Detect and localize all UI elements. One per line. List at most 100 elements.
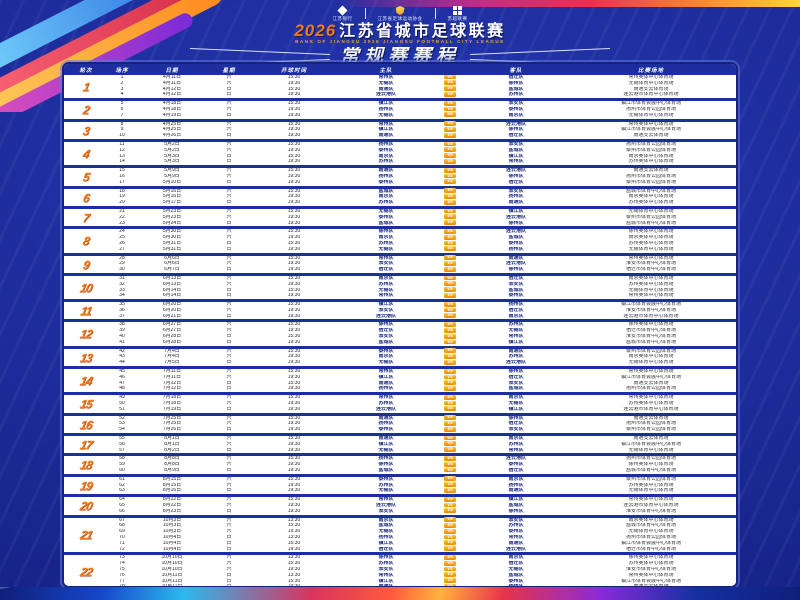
match-date-cell: 5月9日 bbox=[164, 173, 180, 179]
away-team-cell: 苏州队 bbox=[508, 92, 524, 98]
home-team-cell: 无锡队 bbox=[378, 246, 394, 252]
vs-badge: VS bbox=[443, 167, 457, 173]
vs-badge: VS bbox=[443, 566, 457, 572]
round-block: 8 24 5月30日六 15:30 徐州队 VS 连云港队 徐州奥体中心体育场 25 5月30日六… bbox=[64, 228, 736, 253]
home-team-cell: 南京队 bbox=[378, 354, 394, 360]
match-row: 31 6月13日 六 15:30 南京队 VS 宿迁队 南京奥体中心体育场 bbox=[108, 275, 736, 283]
kickoff-time-cell: 13:30 bbox=[287, 517, 301, 523]
home-team-cell: 苏州队 bbox=[378, 561, 394, 567]
round-block: 14 45 7月11日六 15:30 常州队 VS 徐州队 常州奥体中心体育场 46 7月11日六… bbox=[64, 368, 736, 393]
match-row: 53 7月25日 六 19:30 扬州队 VS 宿迁队 扬州市体育公园体育场 bbox=[108, 421, 736, 427]
round-block: 15 49 7月18日六 15:30 常州队 VS 南京队 常州奥体中心体育场 50 7月18日六… bbox=[64, 394, 736, 413]
home-team-cell: 扬州队 bbox=[378, 173, 394, 179]
match-number-cell: 4 bbox=[120, 92, 124, 98]
away-team-cell: 南京队 bbox=[508, 436, 524, 442]
round-separator bbox=[64, 205, 736, 209]
vs-cell: VS bbox=[434, 348, 466, 355]
column-header: 开球时间 bbox=[280, 67, 307, 74]
vs-badge: VS bbox=[443, 482, 457, 488]
venue-cell: 盐城市体育中心体育场 bbox=[625, 220, 676, 226]
home-team-cell: 无锡队 bbox=[378, 208, 394, 214]
match-weekday-cell: 六 bbox=[226, 374, 232, 380]
away-team-cell: 镇江队 bbox=[508, 497, 524, 503]
round-number: 13 bbox=[78, 350, 94, 365]
match-date-cell: 6月6日 bbox=[164, 255, 180, 261]
match-row: 25 5月30日 六 19:30 南京队 VS 盐城队 南京奥体中心体育场 bbox=[108, 234, 736, 241]
round-number: 22 bbox=[78, 565, 94, 580]
home-team-cell: 扬州队 bbox=[378, 386, 394, 392]
venue-cell: 南通支云体育场 bbox=[633, 415, 669, 421]
match-weekday-cell: 六 bbox=[226, 261, 232, 267]
vs-badge: VS bbox=[443, 188, 457, 193]
round-number: 15 bbox=[78, 396, 94, 411]
match-row: 75 10月10日 六 19:30 淮安队 VS 无锡队 淮安市体育中心体育场 bbox=[108, 566, 736, 573]
match-weekday-cell: 日 bbox=[226, 546, 232, 552]
match-row: 24 5月30日 六 15:30 徐州队 VS 连云港队 徐州奥体中心体育场 bbox=[108, 228, 736, 235]
match-weekday-cell: 日 bbox=[226, 339, 232, 345]
match-weekday-cell: 六 bbox=[226, 529, 232, 535]
kickoff-time-cell: 19:30 bbox=[287, 194, 301, 200]
kickoff-time-cell: 19:30 bbox=[287, 267, 301, 273]
vs-badge: VS bbox=[443, 327, 457, 333]
vs-cell: VS bbox=[434, 406, 466, 413]
round-matches: 28 6月6日六 15:30 常州队 VS 南通队 常州奥体中心体育场 29 6月6日六 19:3… bbox=[108, 255, 736, 273]
away-team-cell: 徐州队 bbox=[508, 127, 524, 133]
venue-cell: 宿迁市体育中心体育场 bbox=[625, 267, 676, 273]
venue-cell: 淮安市体育中心体育场 bbox=[625, 307, 676, 313]
kickoff-time-cell: 19:30 bbox=[287, 220, 301, 226]
vs-cell: VS bbox=[434, 502, 466, 510]
home-team-cell: 苏州队 bbox=[378, 482, 394, 488]
away-team-cell: 淮安队 bbox=[508, 427, 524, 433]
away-team-cell: 淮安队 bbox=[508, 101, 524, 107]
vs-cell: VS bbox=[434, 275, 466, 283]
venue-cell: 徐州奥体中心体育场 bbox=[628, 555, 674, 561]
away-team-cell: 常州队 bbox=[508, 159, 524, 165]
vs-cell: VS bbox=[434, 584, 466, 586]
match-date-cell: 4月18日 bbox=[162, 106, 182, 112]
match-weekday-cell: 日 bbox=[226, 86, 232, 92]
away-team-cell: 镇江队 bbox=[508, 339, 524, 345]
round-block: 22 73 10月10日六 13:30 徐州队 VS 南京队 徐州奥体中心体育场 74 10月10… bbox=[64, 555, 736, 586]
match-row: 16 5月9日 六 19:30 扬州队 VS 徐州队 扬州市体育公园体育场 bbox=[108, 173, 736, 180]
match-number-cell: 12 bbox=[119, 147, 125, 153]
venue-cell: 常州奥体中心体育场 bbox=[628, 293, 674, 299]
away-team-cell: 徐州队 bbox=[508, 508, 524, 514]
vs-cell: VS bbox=[434, 572, 466, 579]
away-team-cell: 镇江队 bbox=[508, 208, 524, 214]
match-date-cell: 4月12日 bbox=[162, 86, 182, 92]
kickoff-time-cell: 15:30 bbox=[287, 415, 301, 421]
match-number-cell: 61 bbox=[119, 476, 125, 482]
away-team-cell: 常州队 bbox=[508, 534, 524, 540]
vs-cell: VS bbox=[434, 508, 466, 515]
match-date-cell: 5月23日 bbox=[162, 208, 182, 214]
sponsor-logo-label: 江苏银行 bbox=[332, 16, 353, 21]
away-team-cell: 盐城队 bbox=[508, 572, 524, 578]
home-team-cell: 泰州队 bbox=[378, 147, 394, 153]
vs-badge: VS bbox=[443, 421, 457, 426]
away-team-cell: 南通队 bbox=[508, 348, 524, 354]
match-date-cell: 10月3日 bbox=[162, 529, 182, 535]
home-team-cell: 镇江队 bbox=[378, 578, 394, 584]
match-date-cell: 6月27日 bbox=[162, 328, 182, 334]
match-weekday-cell: 六 bbox=[226, 421, 232, 427]
match-date-cell: 5月31日 bbox=[162, 240, 182, 246]
venue-cell: 泰州市体育公园体育场 bbox=[625, 348, 676, 354]
round-separator bbox=[64, 412, 736, 416]
vs-cell: VS bbox=[434, 482, 466, 489]
home-team-cell: 镇江队 bbox=[378, 540, 394, 546]
round-number: 21 bbox=[78, 527, 94, 542]
away-team-cell: 淮安队 bbox=[508, 188, 524, 194]
kickoff-time-cell: 19:30 bbox=[287, 406, 301, 412]
vs-badge: VS bbox=[443, 517, 457, 523]
vs-badge: VS bbox=[443, 368, 457, 374]
round-separator bbox=[64, 185, 736, 189]
home-team-cell: 无锡队 bbox=[378, 447, 394, 453]
home-team-cell: 扬州队 bbox=[378, 421, 394, 427]
round-separator bbox=[64, 366, 736, 370]
home-team-cell: 淮安队 bbox=[378, 334, 394, 340]
vs-cell: VS bbox=[434, 523, 466, 530]
match-weekday-cell: 六 bbox=[226, 255, 232, 261]
round-block: 6 18 5月16日六 15:30 盐城队 VS 淮安队 盐城市体育中心体育场 19 5月16日六… bbox=[64, 188, 736, 206]
vs-cell: VS bbox=[434, 400, 466, 408]
